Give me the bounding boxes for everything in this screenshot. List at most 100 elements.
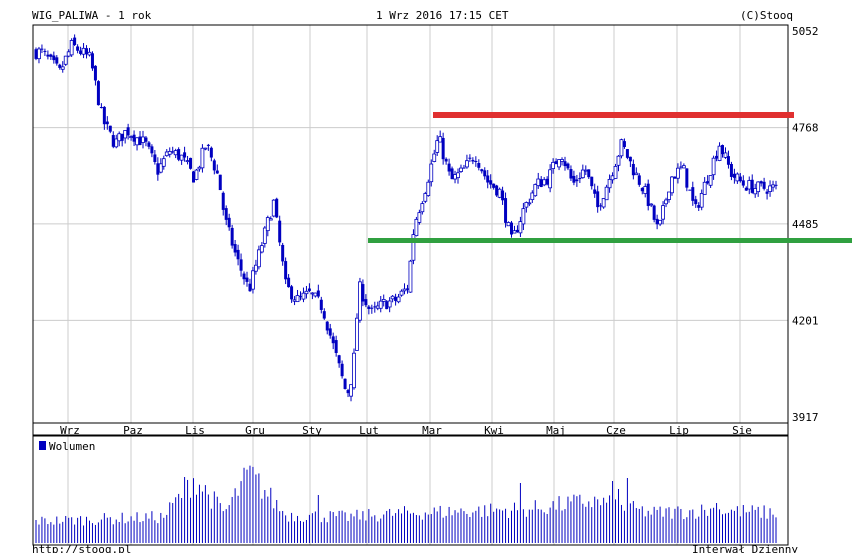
volume-legend-label: Wolumen: [49, 440, 95, 453]
candle-body-up: [536, 178, 541, 187]
candle-body-up: [37, 48, 41, 60]
candle-body-down: [688, 189, 692, 191]
candle-body-up: [607, 178, 612, 189]
candle-body-up: [560, 159, 564, 162]
candle-body-down: [554, 161, 558, 165]
volume-panel-frame: [32, 435, 789, 546]
candle-body-up: [604, 186, 609, 201]
candle-body-up: [426, 181, 431, 196]
candle-body-down: [361, 284, 365, 302]
candle-body-down: [563, 161, 567, 167]
candle-body-down: [364, 299, 368, 306]
candle-body-up: [268, 218, 273, 221]
candle-body-up: [179, 154, 184, 161]
candle-body-down: [224, 208, 228, 220]
candle-body-down: [111, 135, 115, 147]
candle-body-up: [518, 221, 523, 234]
candle-body-up: [69, 40, 74, 56]
candle-body-down: [685, 168, 689, 188]
candle-body-up: [649, 203, 654, 206]
candle-body-down: [242, 273, 246, 280]
x-tick-label: Cze: [606, 424, 626, 437]
candle-body-down: [319, 299, 323, 310]
y-tick-label: 4768: [792, 122, 819, 135]
candle-body-down: [52, 55, 56, 61]
candle-body-up: [548, 169, 553, 189]
candle-body-down: [706, 181, 710, 184]
candle-body-up: [390, 295, 395, 300]
candle-body-down: [99, 107, 103, 109]
candle-body-down: [218, 174, 222, 191]
candle-body-down: [373, 306, 377, 308]
candle-body-down: [545, 178, 549, 185]
candle-body-down: [126, 127, 130, 136]
candle-body-down: [729, 164, 733, 177]
candle-body-up: [387, 300, 392, 308]
candle-body-up: [524, 202, 529, 208]
candle-body-down: [477, 163, 481, 168]
candle-body-down: [715, 155, 719, 159]
candlestick-series: [34, 34, 778, 402]
candle-body-up: [358, 281, 362, 321]
candle-body-up: [616, 155, 621, 166]
candle-body-up: [66, 51, 71, 57]
candle-body-up: [420, 203, 425, 213]
candle-body-down: [76, 46, 80, 51]
candle-body-up: [161, 158, 166, 167]
candle-body-up: [429, 163, 434, 183]
y-tick-label: 4485: [792, 218, 819, 231]
month-axis-band: [32, 422, 789, 436]
y-tick-label: 5052: [792, 25, 819, 38]
candle-body-up: [173, 150, 178, 156]
candle-body-up: [699, 193, 704, 208]
source-url[interactable]: http://stooq.pl: [32, 543, 131, 553]
candle-body-down: [85, 48, 89, 55]
candle-body-down: [337, 355, 341, 364]
candle-body-down: [450, 168, 454, 180]
candle-body-up: [265, 217, 270, 232]
candle-body-down: [322, 311, 326, 319]
candle-body-down: [599, 205, 603, 207]
candle-body-down: [587, 169, 591, 178]
candle-body-up: [619, 139, 624, 157]
candle-body-down: [501, 190, 505, 201]
candle-body-down: [105, 121, 109, 125]
candle-body-down: [177, 149, 181, 160]
candle-body-up: [610, 175, 615, 181]
candle-body-down: [486, 175, 490, 183]
candle-body-down: [49, 54, 53, 57]
candle-body-down: [394, 297, 398, 301]
candle-body-down: [637, 175, 641, 185]
candle-body-up: [313, 292, 318, 297]
candle-body-down: [212, 160, 216, 171]
candle-body-up: [681, 165, 686, 169]
candle-body-up: [613, 166, 618, 179]
candle-body-down: [480, 169, 484, 172]
candle-body-down: [566, 163, 570, 169]
candle-body-down: [625, 149, 629, 158]
candle-body-down: [183, 152, 187, 158]
candle-body-up: [408, 260, 413, 293]
candle-body-up: [506, 222, 511, 227]
candle-body-up: [411, 234, 416, 261]
candle-body-down: [206, 144, 210, 146]
candle-body-down: [492, 183, 496, 188]
volume-legend-swatch: [39, 441, 46, 450]
candle-body-down: [572, 175, 576, 183]
candle-body-down: [153, 154, 157, 163]
volume-series: [35, 465, 777, 543]
candle-body-up: [497, 188, 502, 198]
candle-body-up: [63, 55, 68, 65]
candle-body-down: [150, 146, 154, 154]
candle-body-down: [444, 158, 448, 162]
chart-datetime: 1 Wrz 2016 17:15 CET: [376, 9, 509, 22]
candle-body-down: [483, 170, 487, 177]
candle-body-up: [542, 179, 547, 186]
candle-body-up: [530, 192, 535, 201]
candle-body-down: [298, 296, 302, 298]
x-tick-label: Kwi: [484, 424, 504, 437]
candle-body-down: [331, 336, 335, 344]
candle-body-down: [744, 187, 748, 191]
candle-body-down: [230, 227, 234, 246]
candle-body-down: [278, 220, 282, 243]
